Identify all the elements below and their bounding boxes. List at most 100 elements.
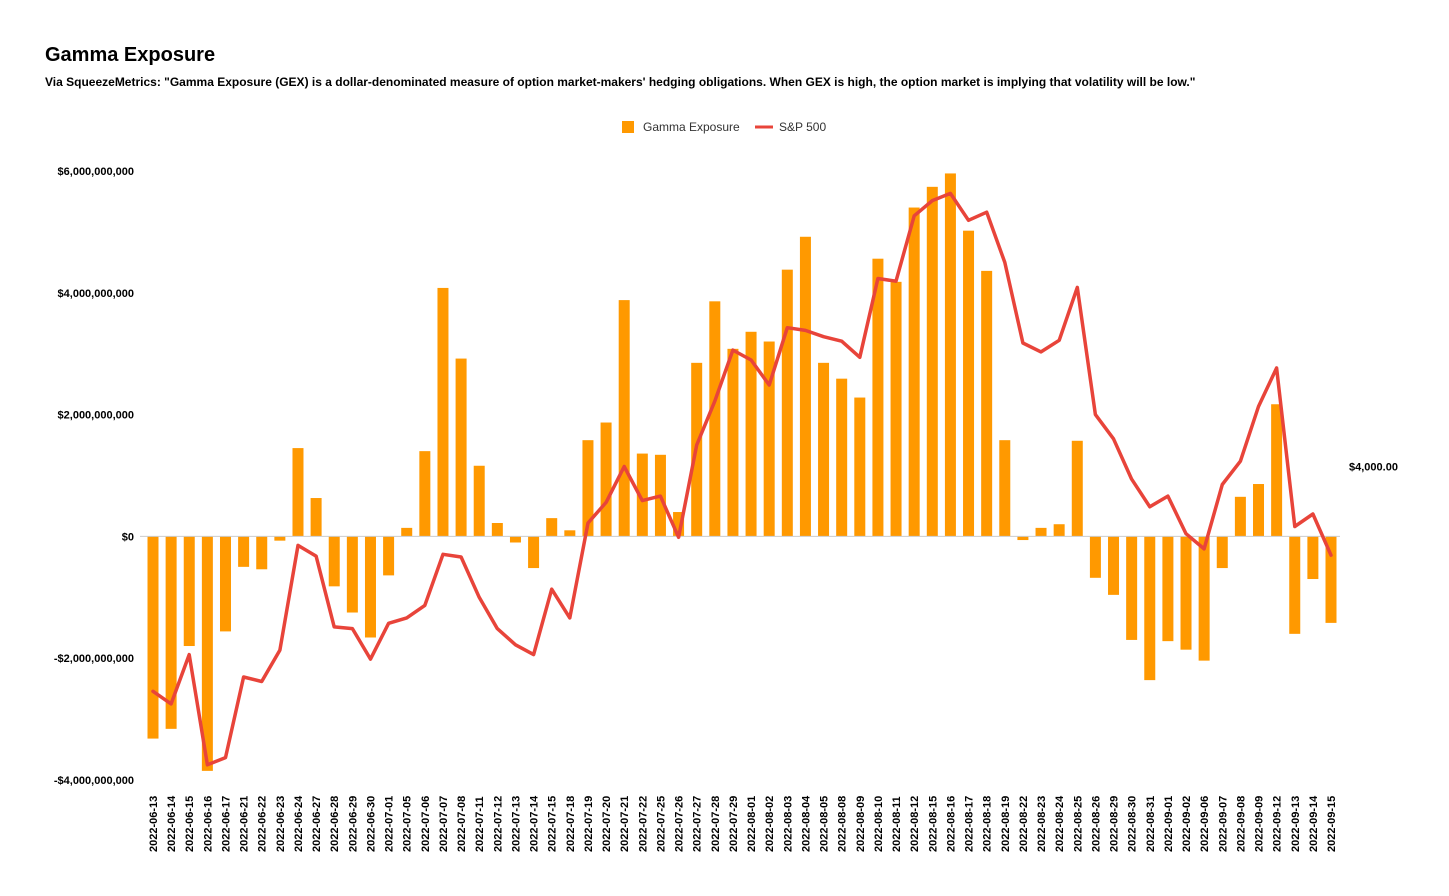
right-axis-tick-label: $4,000.00 <box>1349 462 1398 474</box>
gamma-bar <box>1017 536 1029 541</box>
legend-swatch-gamma <box>622 121 634 133</box>
x-tick-label: 2022-07-12 <box>492 796 504 852</box>
gamma-bar <box>1108 536 1120 595</box>
x-tick-label: 2022-09-08 <box>1235 796 1247 852</box>
x-tick-label: 2022-06-24 <box>293 795 305 852</box>
gamma-bar <box>310 498 322 537</box>
gamma-bar <box>546 518 558 537</box>
gamma-bar <box>401 527 413 537</box>
x-tick-label: 2022-08-17 <box>964 796 976 852</box>
x-tick-label: 2022-07-07 <box>438 796 450 852</box>
x-tick-label: 2022-06-16 <box>202 796 214 852</box>
x-tick-label: 2022-08-16 <box>945 796 957 852</box>
gamma-bar <box>727 348 739 537</box>
gamma-bar <box>346 536 358 613</box>
x-tick-label: 2022-09-01 <box>1163 796 1175 852</box>
gamma-bar <box>1253 484 1265 537</box>
gamma-bar <box>1053 524 1065 537</box>
x-tick-label: 2022-08-09 <box>855 796 867 852</box>
gamma-bar <box>673 512 685 537</box>
x-tick-label: 2022-09-14 <box>1308 795 1320 852</box>
x-tick-label: 2022-09-06 <box>1199 796 1211 852</box>
x-tick-label: 2022-08-26 <box>1090 796 1102 852</box>
gamma-bar <box>1089 536 1101 578</box>
x-tick-label: 2022-08-25 <box>1072 796 1084 852</box>
x-tick-label: 2022-06-27 <box>311 796 323 852</box>
x-tick-label: 2022-09-09 <box>1254 796 1266 852</box>
sp500-series-line <box>151 191 1333 767</box>
gamma-bar <box>836 378 848 537</box>
x-tick-label: 2022-07-27 <box>692 796 704 852</box>
gamma-bar <box>201 536 213 771</box>
gamma-bar <box>763 341 775 537</box>
x-tick-label: 2022-07-25 <box>655 796 667 852</box>
x-tick-label: 2022-07-08 <box>456 796 468 852</box>
gamma-bar <box>183 536 195 647</box>
x-tick-label: 2022-08-18 <box>982 796 994 852</box>
x-tick-label: 2022-08-15 <box>927 796 939 852</box>
gamma-bar <box>1325 536 1337 623</box>
left-axis-tick-label: $2,000,000,000 <box>58 410 134 422</box>
x-tick-label: 2022-08-11 <box>891 796 903 852</box>
left-axis-tick-label: -$4,000,000,000 <box>54 775 134 787</box>
x-tick-label: 2022-07-26 <box>674 796 686 852</box>
gamma-bar <box>419 451 431 537</box>
x-tick-label: 2022-07-06 <box>420 796 432 852</box>
x-tick-label: 2022-06-17 <box>220 796 232 852</box>
x-tick-label: 2022-07-01 <box>384 796 396 852</box>
left-axis-tick-label: $0 <box>122 531 134 543</box>
gamma-bar <box>383 536 395 576</box>
x-tick-label: 2022-06-21 <box>239 796 251 852</box>
gamma-bars <box>147 173 1337 771</box>
left-axis: $6,000,000,000 $4,000,000,000 $2,000,000,0… <box>54 166 134 787</box>
gamma-bar <box>582 440 594 537</box>
chart-subtitle: Via SqueezeMetrics: "Gamma Exposure (GEX… <box>45 75 1196 89</box>
gamma-bar <box>1307 536 1319 580</box>
x-tick-label: 2022-06-28 <box>329 796 341 852</box>
x-tick-label: 2022-08-23 <box>1036 796 1048 852</box>
gamma-bar <box>1198 536 1210 661</box>
gamma-bar <box>890 281 902 537</box>
x-tick-label: 2022-09-13 <box>1290 796 1302 852</box>
gamma-bar <box>437 287 449 537</box>
x-tick-label: 2022-08-02 <box>764 796 776 852</box>
x-tick-label: 2022-08-04 <box>800 795 812 852</box>
left-axis-tick-label: -$2,000,000,000 <box>54 653 134 665</box>
x-tick-label: 2022-08-08 <box>837 796 849 852</box>
gamma-bar <box>618 300 630 537</box>
gamma-bar <box>872 258 884 537</box>
left-axis-tick-label: $4,000,000,000 <box>58 288 134 300</box>
gamma-bar <box>1271 404 1283 537</box>
gamma-bar <box>709 301 721 537</box>
gamma-bar <box>1234 496 1246 537</box>
gamma-bar <box>147 536 159 739</box>
chart-title: Gamma Exposure <box>45 44 216 66</box>
x-tick-label: 2022-07-11 <box>474 796 486 852</box>
x-tick-label: 2022-08-22 <box>1018 796 1030 852</box>
gamma-bar <box>854 397 866 537</box>
x-tick-label: 2022-09-07 <box>1217 796 1229 852</box>
gamma-bar <box>781 269 793 537</box>
gamma-bar <box>564 530 576 537</box>
gamma-bar <box>944 173 956 537</box>
x-tick-label: 2022-08-31 <box>1145 796 1157 852</box>
gamma-bar <box>818 362 830 537</box>
gamma-bar <box>491 523 503 537</box>
x-tick-label: 2022-06-23 <box>275 796 287 852</box>
gamma-bar <box>528 536 540 569</box>
gamma-bar <box>1289 536 1301 634</box>
gamma-bar <box>745 331 757 537</box>
gamma-bar <box>1162 536 1174 642</box>
x-tick-label: 2022-08-30 <box>1127 796 1139 852</box>
gamma-bar <box>256 536 268 570</box>
x-tick-label: 2022-07-14 <box>529 795 541 852</box>
gamma-bar <box>963 230 975 537</box>
gamma-bar <box>274 536 286 541</box>
x-tick-label: 2022-06-29 <box>347 796 359 852</box>
x-tick-label: 2022-07-29 <box>728 796 740 852</box>
x-tick-label: 2022-07-18 <box>565 796 577 852</box>
gamma-bar <box>1180 536 1192 650</box>
x-tick-label: 2022-08-24 <box>1054 795 1066 852</box>
x-tick-label: 2022-06-30 <box>365 796 377 852</box>
left-axis-tick-label: $6,000,000,000 <box>58 166 134 178</box>
